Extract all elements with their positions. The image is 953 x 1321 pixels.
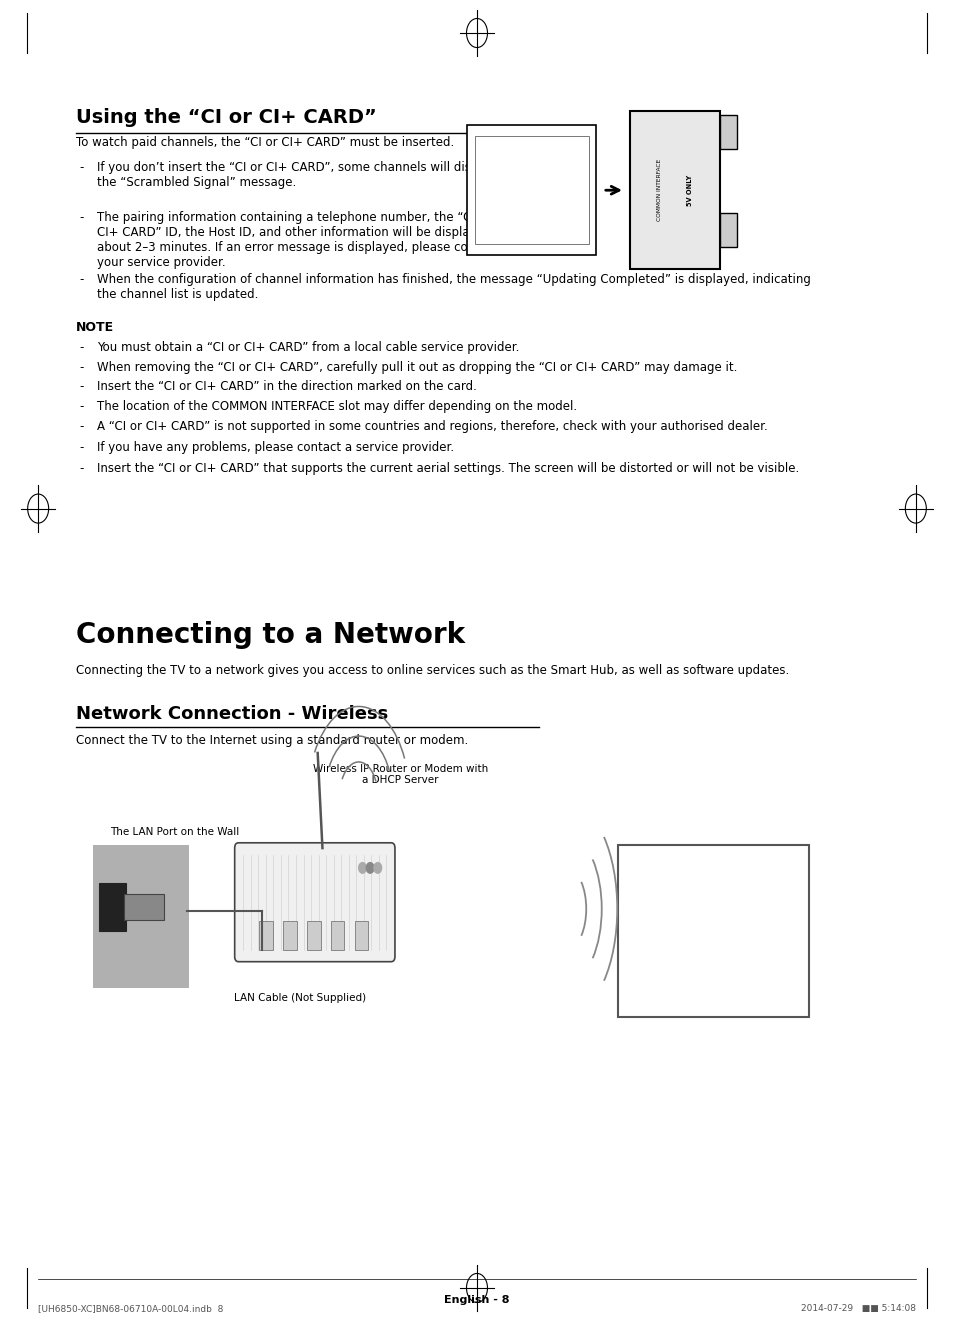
- FancyBboxPatch shape: [124, 894, 164, 921]
- FancyBboxPatch shape: [259, 921, 273, 950]
- Text: The location of the COMMON INTERFACE slot may differ depending on the model.: The location of the COMMON INTERFACE slo…: [97, 400, 577, 413]
- Text: Network Connection - Wireless: Network Connection - Wireless: [76, 705, 388, 724]
- Text: When the configuration of channel information has finished, the message “Updatin: When the configuration of channel inform…: [97, 273, 810, 301]
- Text: If you have any problems, please contact a service provider.: If you have any problems, please contact…: [97, 441, 454, 454]
- Text: -: -: [79, 273, 84, 287]
- FancyBboxPatch shape: [720, 115, 737, 149]
- FancyBboxPatch shape: [355, 921, 368, 950]
- Text: -: -: [79, 380, 84, 394]
- Text: -: -: [79, 341, 84, 354]
- Text: -: -: [79, 211, 84, 225]
- Text: CI CARD™: CI CARD™: [512, 225, 551, 234]
- Text: Insert the “CI or CI+ CARD” that supports the current aerial settings. The scree: Insert the “CI or CI+ CARD” that support…: [97, 462, 799, 476]
- FancyBboxPatch shape: [283, 921, 296, 950]
- Text: 5V ONLY: 5V ONLY: [687, 174, 693, 206]
- Text: To watch paid channels, the “CI or CI+ CARD” must be inserted.: To watch paid channels, the “CI or CI+ C…: [76, 136, 454, 149]
- FancyBboxPatch shape: [720, 213, 737, 247]
- Text: -: -: [79, 441, 84, 454]
- Text: [UH6850-XC]BN68-06710A-00L04.indb  8: [UH6850-XC]BN68-06710A-00L04.indb 8: [38, 1304, 223, 1313]
- Text: The LAN Port on the Wall: The LAN Port on the Wall: [110, 827, 238, 838]
- Text: Using the “CI or CI+ CARD”: Using the “CI or CI+ CARD”: [76, 108, 376, 127]
- FancyBboxPatch shape: [475, 136, 588, 244]
- FancyBboxPatch shape: [618, 845, 808, 1017]
- FancyBboxPatch shape: [307, 921, 320, 950]
- Text: You must obtain a “CI or CI+ CARD” from a local cable service provider.: You must obtain a “CI or CI+ CARD” from …: [97, 341, 519, 354]
- Text: -: -: [79, 462, 84, 476]
- Text: The pairing information containing a telephone number, the “CI or
CI+ CARD” ID, : The pairing information containing a tel…: [97, 211, 506, 269]
- Text: English - 8: English - 8: [444, 1295, 509, 1305]
- Text: -: -: [79, 361, 84, 374]
- Text: COMMON INTERFACE: COMMON INTERFACE: [657, 159, 661, 222]
- FancyBboxPatch shape: [331, 921, 344, 950]
- FancyBboxPatch shape: [629, 111, 720, 269]
- FancyBboxPatch shape: [234, 843, 395, 962]
- Text: -: -: [79, 420, 84, 433]
- Text: Connect the TV to the Internet using a standard router or modem.: Connect the TV to the Internet using a s…: [76, 734, 468, 748]
- Text: When removing the “CI or CI+ CARD”, carefully pull it out as dropping the “CI or: When removing the “CI or CI+ CARD”, care…: [97, 361, 737, 374]
- FancyBboxPatch shape: [467, 125, 596, 255]
- Circle shape: [358, 863, 366, 873]
- Text: If you don’t insert the “CI or CI+ CARD”, some channels will display
the “Scramb: If you don’t insert the “CI or CI+ CARD”…: [97, 161, 496, 189]
- Text: -: -: [79, 400, 84, 413]
- Text: Wireless IP Router or Modem with
a DHCP Server: Wireless IP Router or Modem with a DHCP …: [313, 764, 488, 785]
- FancyBboxPatch shape: [99, 884, 126, 931]
- Text: Connecting to a Network: Connecting to a Network: [76, 621, 465, 649]
- Circle shape: [374, 863, 381, 873]
- Text: LAN Cable (Not Supplied): LAN Cable (Not Supplied): [233, 993, 365, 1004]
- Text: -: -: [79, 161, 84, 174]
- Circle shape: [366, 863, 374, 873]
- Text: 2014-07-29   ■■ 5:14:08: 2014-07-29 ■■ 5:14:08: [800, 1304, 915, 1313]
- Text: A “CI or CI+ CARD” is not supported in some countries and regions, therefore, ch: A “CI or CI+ CARD” is not supported in s…: [97, 420, 767, 433]
- Text: Insert the “CI or CI+ CARD” in the direction marked on the card.: Insert the “CI or CI+ CARD” in the direc…: [97, 380, 476, 394]
- Text: Connecting the TV to a network gives you access to online services such as the S: Connecting the TV to a network gives you…: [76, 664, 789, 678]
- Text: NOTE: NOTE: [76, 321, 114, 334]
- FancyBboxPatch shape: [93, 845, 189, 988]
